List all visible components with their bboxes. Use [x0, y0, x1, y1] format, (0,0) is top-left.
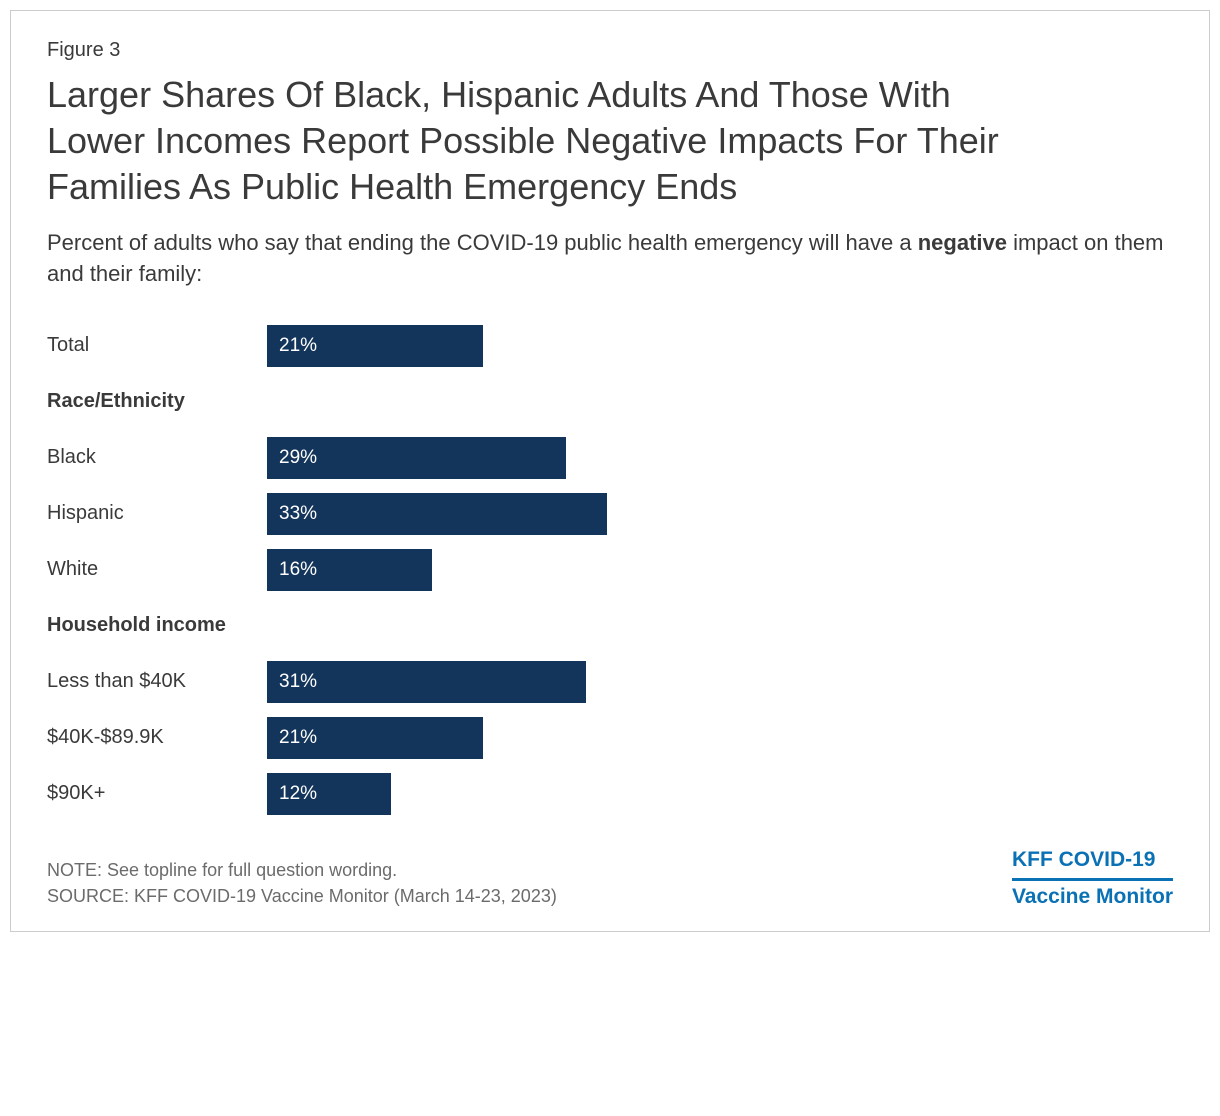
bar-track: 21% — [267, 717, 1173, 759]
bar-label: Total — [47, 334, 267, 357]
bar-row: $40K-$89.9K 21% — [47, 710, 1173, 766]
bar-value: 29% — [279, 447, 317, 469]
chart-subtitle: Percent of adults who say that ending th… — [47, 228, 1173, 290]
bar-track: 21% — [267, 325, 1173, 367]
bar-label: Hispanic — [47, 502, 267, 525]
subtitle-pre: Percent of adults who say that ending th… — [47, 230, 918, 255]
source-text: SOURCE: KFF COVID-19 Vaccine Monitor (Ma… — [47, 883, 557, 909]
bar-value: 21% — [279, 335, 317, 357]
bar-track: 12% — [267, 773, 1173, 815]
group-header-row: Race/Ethnicity — [47, 374, 1173, 430]
bar: 29% — [267, 437, 566, 479]
bar: 21% — [267, 717, 483, 759]
chart-title: Larger Shares Of Black, Hispanic Adults … — [47, 72, 1047, 210]
bar-track: 29% — [267, 437, 1173, 479]
bar: 12% — [267, 773, 391, 815]
bar-track: 33% — [267, 493, 1173, 535]
bar-value: 12% — [279, 783, 317, 805]
bar-label: Black — [47, 446, 267, 469]
bar-label: $40K-$89.9K — [47, 726, 267, 749]
bar-label: $90K+ — [47, 782, 267, 805]
footnotes: NOTE: See topline for full question word… — [47, 857, 557, 909]
bar-value: 33% — [279, 503, 317, 525]
bar-row: Black 29% — [47, 430, 1173, 486]
bar: 21% — [267, 325, 483, 367]
bar-value: 31% — [279, 671, 317, 693]
chart-container: Figure 3 Larger Shares Of Black, Hispani… — [10, 10, 1210, 932]
bar-row: Total 21% — [47, 318, 1173, 374]
bar-row: Hispanic 33% — [47, 486, 1173, 542]
logo-line-1: KFF COVID-19 — [1012, 848, 1173, 881]
kff-logo: KFF COVID-19 Vaccine Monitor — [1012, 848, 1173, 909]
bar-value: 21% — [279, 727, 317, 749]
bar-track: 31% — [267, 661, 1173, 703]
bar: 33% — [267, 493, 607, 535]
bar: 16% — [267, 549, 432, 591]
bar-label: White — [47, 558, 267, 581]
group-header-label: Household income — [47, 614, 267, 637]
group-header-label: Race/Ethnicity — [47, 390, 267, 413]
bar-track: 16% — [267, 549, 1173, 591]
logo-line-2: Vaccine Monitor — [1012, 881, 1173, 909]
chart-rows: Total 21% Race/Ethnicity Black 29% Hispanic 33… — [47, 318, 1173, 822]
bar: 31% — [267, 661, 586, 703]
bar-row: White 16% — [47, 542, 1173, 598]
bar-value: 16% — [279, 559, 317, 581]
bar-label: Less than $40K — [47, 670, 267, 693]
bar-row: Less than $40K 31% — [47, 654, 1173, 710]
chart-footer: NOTE: See topline for full question word… — [47, 848, 1173, 909]
figure-label: Figure 3 — [47, 39, 1173, 62]
note-text: NOTE: See topline for full question word… — [47, 857, 557, 883]
bar-row: $90K+ 12% — [47, 766, 1173, 822]
subtitle-bold: negative — [918, 230, 1007, 255]
group-header-row: Household income — [47, 598, 1173, 654]
